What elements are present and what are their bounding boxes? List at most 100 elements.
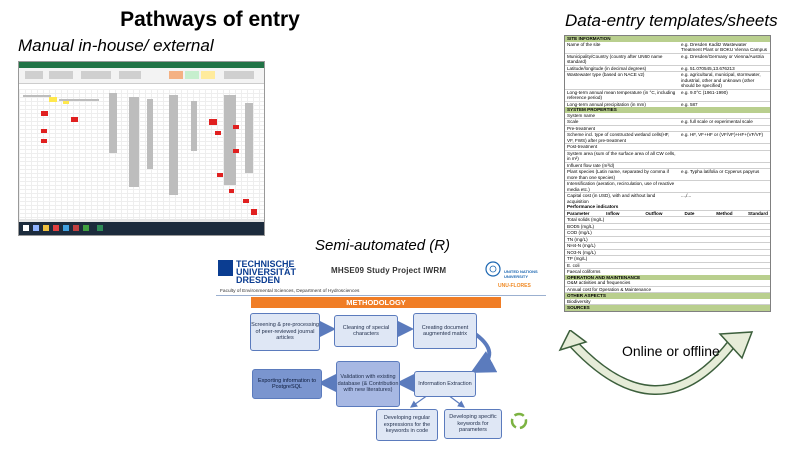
excel-ribbon — [19, 68, 264, 84]
performance-parameter: Total solids (mg/L) — [567, 217, 605, 222]
site-row: Wastewater type (based on NACE v2) e.g. a… — [565, 72, 770, 90]
performance-row: Total solids (mg/L) — [565, 217, 770, 224]
box-screening: Screening & pre-processing of peer-revie… — [250, 313, 320, 351]
box-regex: Developing regular expressions for the k… — [376, 409, 438, 441]
system-row-label: Scheme incl. type of constructed wetland… — [567, 132, 670, 143]
biodiversity-row: Biodiversity — [567, 298, 591, 304]
site-row-label: Municipality/Country (country after UN60… — [567, 53, 663, 65]
section-operation-maintenance: OPERATION AND MAINTENANCE — [565, 274, 770, 280]
taskbar — [19, 222, 264, 235]
arrow-head-right — [718, 331, 754, 360]
system-row: Post-treatment — [565, 144, 770, 151]
box-cleaning: Cleaning of special characters — [334, 315, 398, 347]
system-row: Scale e.g. full scale or experimental sca… — [565, 119, 770, 126]
section-other-aspects: OTHER ASPECTS — [565, 293, 770, 299]
institute-logo-icon — [510, 412, 528, 430]
arrow-extraction-keywords — [447, 394, 465, 408]
system-row: Capital cost (in USD), with and without … — [565, 193, 770, 204]
system-row-value: e.g. Typha latifolia or Cyperus papyrus — [681, 169, 760, 174]
performance-row: TP (mg/L) — [565, 256, 770, 263]
header-divider — [216, 295, 546, 296]
system-row-value — [679, 113, 770, 119]
system-row-label: Intensification (aeration, recirculation… — [567, 181, 675, 192]
system-row-label: Capital cost (in USD), with and without … — [567, 193, 656, 204]
box-exporting: Exporting information to PostgreSQL — [252, 369, 322, 399]
site-row-label: Latitude/longitude (in decimal degrees) — [567, 65, 647, 71]
performance-row: COD (mg/L) — [565, 230, 770, 237]
site-row: Name of the site e.g. Dresden Kaditz Wast… — [565, 42, 770, 54]
site-row: Long-term annual mean temperature (in °C… — [565, 90, 770, 102]
performance-parameter: BOD5 (mg/L) — [567, 223, 595, 229]
section-system-properties: SYSTEM PROPERTIES — [565, 107, 770, 113]
performance-parameter: TN (mg/L) — [567, 236, 588, 242]
un-emblem-icon — [485, 261, 501, 277]
site-row-label: Long-term annual precipitation (in mm) — [567, 101, 646, 107]
system-row-label: Pre-treatment — [567, 125, 596, 131]
section-site-information: SITE INFORMATION — [565, 36, 770, 42]
excel-grid — [19, 89, 264, 221]
data-entry-label: Data-entry templates/sheets — [565, 11, 778, 30]
site-row-value: e.g. agricultural, municipal, stormwater… — [681, 72, 761, 88]
system-row-label: Influent flow rate (m³/d) — [567, 162, 615, 168]
excel-title-bar — [19, 62, 264, 68]
system-row-label: Plant species (Latin name, separated by … — [567, 169, 669, 180]
site-row-value: e.g. 9.0°C (1961-1990) — [681, 89, 728, 95]
system-row-value — [679, 144, 770, 150]
manual-label: Manual in-house/ external — [18, 36, 214, 55]
system-row-label: System area (sum of the surface area of … — [567, 150, 676, 162]
online-offline-label: Online or offline — [622, 343, 720, 359]
box-extraction: Information Extraction — [414, 371, 476, 397]
system-row-label: Post-treatment — [567, 144, 598, 149]
system-row-label: Scale — [567, 119, 579, 124]
online-offline-arrows — [558, 330, 754, 395]
unu-name: UNITED NATIONS UNIVERSITY — [504, 269, 538, 279]
system-row-value: ...,/... — [681, 193, 692, 198]
performance-row: NH4-N (mg/L) — [565, 243, 770, 250]
box-creating: Creating document augmented matrix — [413, 313, 477, 349]
system-row-value — [679, 163, 770, 169]
system-row-value — [679, 126, 770, 132]
performance-parameter: NH4-N (mg/L) — [567, 243, 596, 248]
performance-indicators-label: Performance indicators — [567, 204, 619, 209]
system-row: System name — [565, 112, 770, 119]
arrow-up-right-fill — [565, 335, 736, 394]
performance-parameter: Faecal coliforms — [567, 269, 601, 274]
performance-parameter: COD (mg/L) — [567, 230, 592, 235]
unu-flores-label: UNU-FLORES — [498, 283, 531, 289]
site-row-value: e.g. Dresden/Germany or Vienna/Austria — [681, 53, 764, 59]
tu-dresden-logo-icon — [218, 260, 233, 276]
system-row-value — [679, 181, 770, 192]
system-row: Scheme incl. type of constructed wetland… — [565, 132, 770, 144]
system-row: Influent flow rate (m³/d) — [565, 162, 770, 169]
performance-header-row: Parameter Inflow Outflow Date Method Sta… — [565, 211, 770, 217]
arrow-head-left — [558, 330, 588, 352]
performance-parameter: E. coli — [567, 262, 580, 268]
site-row: Latitude/longitude (in decimal degrees) e… — [565, 65, 770, 72]
excel-screenshot — [18, 61, 265, 236]
system-row-value: e.g. full scale or experimental scale — [681, 119, 753, 124]
system-row: System area (sum of the surface area of … — [565, 151, 770, 163]
performance-row: E. coli — [565, 262, 770, 269]
site-row-label: Wastewater type (based on NACE v2) — [567, 72, 645, 77]
page-title: Pathways of entry — [120, 8, 300, 31]
project-title: MHSE09 Study Project IWRM — [331, 266, 447, 275]
excel-sheet-tabs — [19, 219, 264, 222]
system-row-value — [679, 151, 770, 162]
system-row-value: e.g. HF, VF+HF or (VF/VF)+HF+(VF/VF) — [681, 132, 764, 137]
system-row-label: System name — [567, 112, 596, 118]
section-sources: SOURCES — [565, 305, 770, 311]
site-row-label: Long-term annual mean temperature (in °C… — [567, 89, 676, 101]
system-row: Intensification (aeration, recirculation… — [565, 181, 770, 193]
performance-row: TN (mg/L) — [565, 236, 770, 243]
om-row: O&M activities and frequencies — [567, 280, 631, 285]
site-row: Municipality/Country (country after UN60… — [565, 54, 770, 66]
system-row: Pre-treatment — [565, 125, 770, 132]
site-row: Long-term annual precipitation (in mm) e.… — [565, 102, 770, 108]
tu-dresden-name: TECHNISCHE UNIVERSITÄT DRESDEN — [236, 259, 297, 285]
methodology-bar: METHODOLOGY — [251, 297, 501, 308]
performance-row: NO3-N (mg/L) — [565, 249, 770, 256]
site-row-label: Name of the site — [567, 41, 601, 47]
site-row-value: e.g. Dresden Kaditz Wastewater Treatment… — [681, 41, 768, 53]
performance-parameter: NO3-N (mg/L) — [567, 249, 596, 255]
site-row-value: e.g. 587 — [681, 101, 698, 107]
